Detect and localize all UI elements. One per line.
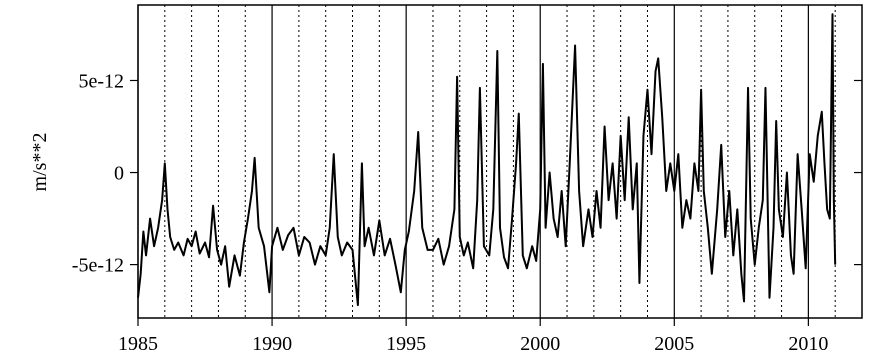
x-tick-label: 1995 bbox=[386, 333, 426, 355]
y-axis-label: m/s**2 bbox=[29, 133, 51, 192]
series-line bbox=[137, 13, 837, 307]
y-tick-label: -5e-12 bbox=[72, 255, 124, 277]
plot-frame bbox=[137, 4, 863, 319]
y-tick-label: 5e-12 bbox=[78, 70, 124, 92]
x-tick-label: 2005 bbox=[654, 333, 694, 355]
x-tick-label: 2010 bbox=[788, 333, 828, 355]
x-tick-label: 2000 bbox=[520, 333, 560, 355]
y-tick-label: 0 bbox=[114, 163, 124, 185]
x-tick-label: 1985 bbox=[118, 333, 158, 355]
x-tick-label: 1990 bbox=[252, 333, 292, 355]
